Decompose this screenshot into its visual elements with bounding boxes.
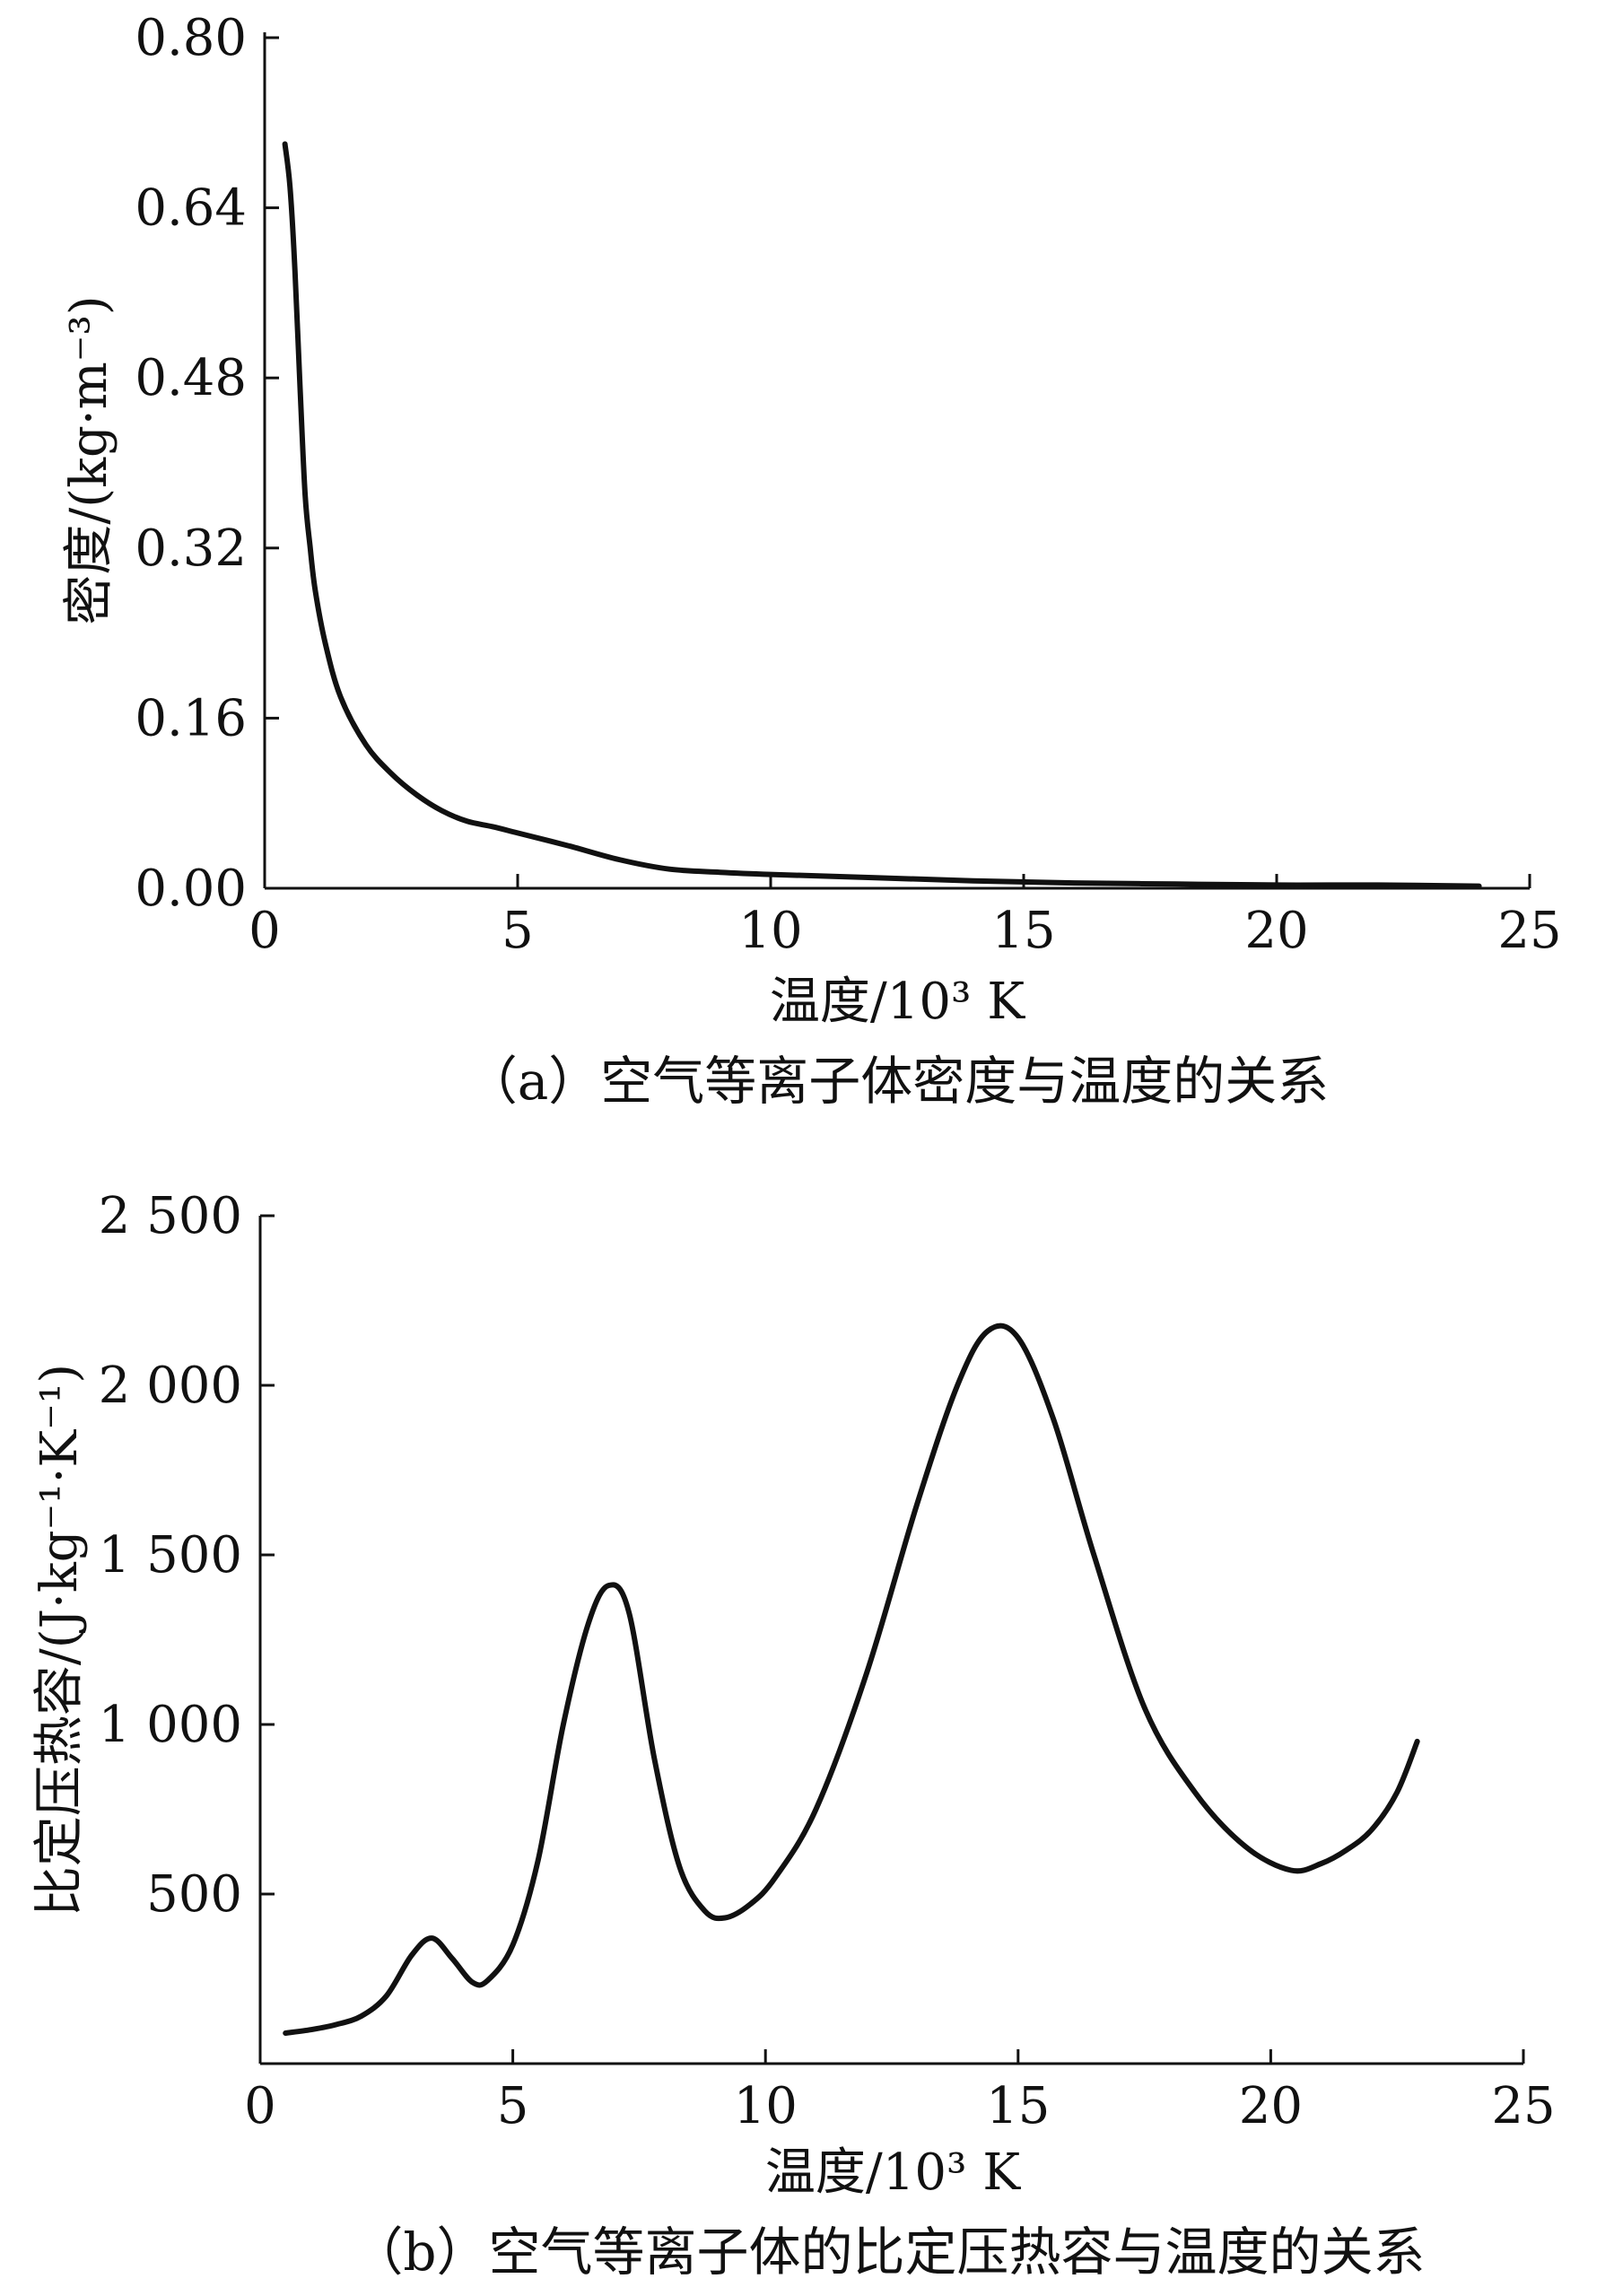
density-x-axis-label: 温度/10³ K (770, 973, 1025, 1031)
a-y-tick-label: 0.32 (135, 519, 247, 578)
b-x-tick-label: 10 (734, 2077, 798, 2135)
density-y-axis-label: 密度/(kg·m⁻³) (60, 295, 118, 624)
a-x-tick-label: 5 (502, 902, 534, 960)
b-x-tick-label: 15 (986, 2077, 1050, 2135)
a-x-tick-label: 20 (1244, 902, 1308, 960)
heat-capacity-curve (283, 1323, 1420, 2036)
b-y-tick-label: 1 000 (99, 1696, 242, 1754)
a-y-tick-label: 0.16 (135, 689, 247, 747)
heat-capacity-y-axis-label: 比定压热容/(J·kg⁻¹·K⁻¹) (31, 1364, 89, 1916)
b-y-tick-label: 1 500 (99, 1526, 242, 1585)
heat-capacity-caption: （b）空气等离子体的比定压热容与温度的关系 (351, 2222, 1425, 2283)
a-x-tick-label: 10 (738, 902, 802, 960)
density-curve (282, 141, 1482, 889)
a-y-tick-label: 0.48 (135, 349, 247, 407)
density-chart: 0.00 0.16 0.32 0.48 0.64 0.80 0 5 10 15 20 25 温度/1… (60, 9, 1562, 1112)
a-y-tick-label: 0.00 (135, 860, 247, 918)
b-y-tick-label: 500 (146, 1865, 242, 1924)
density-caption: （a）空气等离子体密度与温度的关系 (466, 1051, 1330, 1112)
b-x-tick-label: 5 (497, 2077, 529, 2135)
a-x-tick-label: 15 (991, 902, 1055, 960)
heat-capacity-x-axis-label: 温度/10³ K (765, 2143, 1021, 2202)
a-y-tick-label: 0.64 (135, 179, 247, 238)
a-y-tick-label: 0.80 (135, 9, 247, 67)
a-x-tick-label: 25 (1497, 902, 1561, 960)
a-x-tick-label: 0 (249, 902, 281, 960)
b-x-tick-label: 20 (1239, 2077, 1303, 2135)
b-y-tick-label: 2 000 (99, 1357, 242, 1415)
b-x-tick-label: 25 (1491, 2077, 1555, 2135)
b-x-tick-label: 0 (244, 2077, 276, 2135)
b-y-tick-label: 2 500 (99, 1187, 242, 1245)
heat-capacity-chart: 500 1 000 1 500 2 000 2 500 0 5 10 15 20 25 温度/10… (31, 1187, 1556, 2283)
